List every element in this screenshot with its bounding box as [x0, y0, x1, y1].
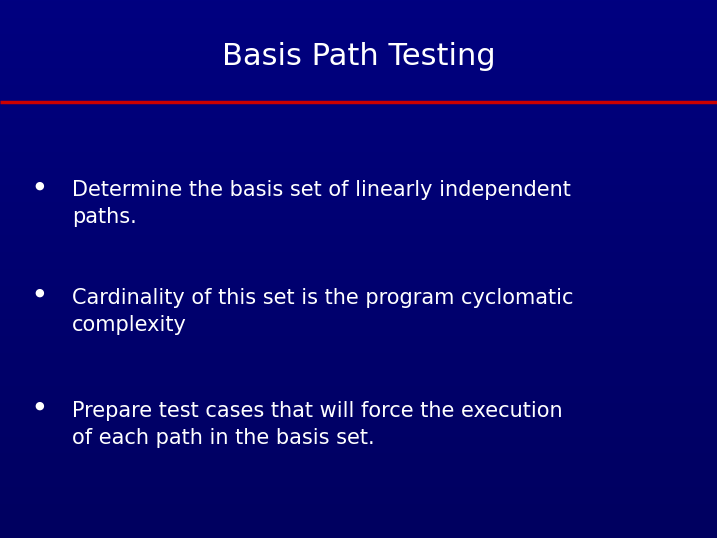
Text: ●: ● — [34, 401, 44, 411]
Text: Basis Path Testing: Basis Path Testing — [222, 42, 495, 71]
Text: ●: ● — [34, 180, 44, 190]
Text: Determine the basis set of linearly independent
paths.: Determine the basis set of linearly inde… — [72, 180, 571, 228]
Text: Prepare test cases that will force the execution
of each path in the basis set.: Prepare test cases that will force the e… — [72, 401, 562, 448]
Text: Cardinality of this set is the program cyclomatic
complexity: Cardinality of this set is the program c… — [72, 288, 573, 335]
Text: ●: ● — [34, 288, 44, 298]
